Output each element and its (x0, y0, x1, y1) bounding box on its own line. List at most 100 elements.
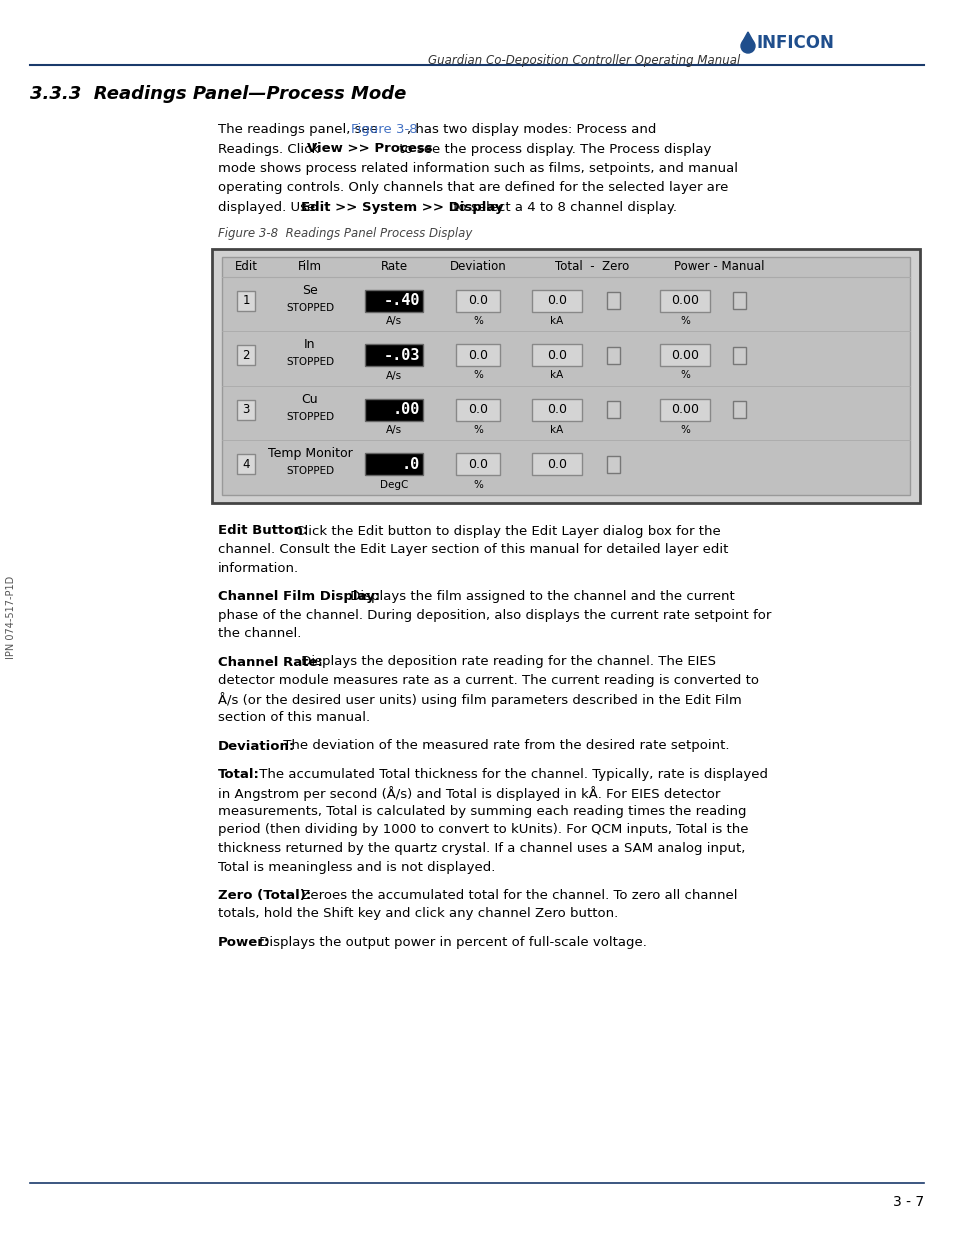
Bar (607, 347, 619, 364)
Text: Total  -  Zero: Total - Zero (555, 261, 629, 273)
Text: 0.00: 0.00 (670, 294, 699, 308)
Text: A/s: A/s (386, 425, 401, 435)
Text: -.03: -.03 (383, 348, 419, 363)
Text: A/s: A/s (386, 316, 401, 326)
Bar (532, 345, 581, 367)
Text: Total is meaningless and is not displayed.: Total is meaningless and is not displaye… (218, 861, 495, 873)
Text: phase of the channel. During deposition, also displays the current rate setpoint: phase of the channel. During deposition,… (218, 609, 771, 621)
Bar (456, 453, 499, 475)
Text: 0.0: 0.0 (468, 294, 488, 308)
Text: IPN 074-517-P1D: IPN 074-517-P1D (6, 576, 16, 658)
Text: 0.0: 0.0 (468, 348, 488, 362)
Polygon shape (742, 32, 752, 41)
Bar (222, 257, 909, 494)
Text: STOPPED: STOPPED (286, 411, 334, 421)
Text: 0.0: 0.0 (468, 458, 488, 471)
Text: The deviation of the measured rate from the desired rate setpoint.: The deviation of the measured rate from … (278, 740, 729, 752)
Text: Displays the output power in percent of full-scale voltage.: Displays the output power in percent of … (254, 936, 646, 948)
Text: %: % (473, 479, 482, 489)
Text: Channel Rate:: Channel Rate: (218, 656, 322, 668)
Text: STOPPED: STOPPED (286, 467, 334, 477)
Bar (659, 345, 709, 367)
Text: The readings panel, see: The readings panel, see (218, 124, 382, 136)
Text: Film: Film (297, 261, 322, 273)
Text: In: In (304, 338, 315, 351)
Bar (365, 399, 422, 421)
Text: , has two display modes: Process and: , has two display modes: Process and (406, 124, 656, 136)
Text: Edit: Edit (234, 261, 257, 273)
Text: in Angstrom per second (Å/s) and Total is displayed in kÅ. For EIES detector: in Angstrom per second (Å/s) and Total i… (218, 787, 720, 802)
Text: 3 - 7: 3 - 7 (892, 1195, 923, 1209)
Bar (365, 290, 422, 311)
Text: thickness returned by the quartz crystal. If a channel uses a SAM analog input,: thickness returned by the quartz crystal… (218, 842, 744, 855)
Text: INFICON: INFICON (757, 35, 834, 52)
Bar (236, 454, 254, 474)
Text: .00: .00 (393, 403, 419, 417)
Text: Zeroes the accumulated total for the channel. To zero all channel: Zeroes the accumulated total for the cha… (297, 889, 737, 902)
Text: Total:: Total: (218, 768, 259, 781)
Text: 1: 1 (242, 294, 250, 308)
Text: mode shows process related information such as films, setpoints, and manual: mode shows process related information s… (218, 162, 738, 175)
Bar (236, 346, 254, 366)
Text: section of this manual.: section of this manual. (218, 711, 370, 724)
Text: period (then dividing by 1000 to convert to kUnits). For QCM inputs, Total is th: period (then dividing by 1000 to convert… (218, 824, 748, 836)
Text: 2: 2 (242, 348, 250, 362)
Text: Guardian Co-Deposition Controller Operating Manual: Guardian Co-Deposition Controller Operat… (427, 54, 740, 67)
Text: STOPPED: STOPPED (286, 357, 334, 367)
Text: %: % (473, 370, 482, 380)
Circle shape (740, 40, 754, 53)
Bar (733, 347, 745, 364)
Text: information.: information. (218, 562, 299, 574)
Text: channel. Consult the Edit Layer section of this manual for detailed layer edit: channel. Consult the Edit Layer section … (218, 543, 727, 556)
Text: Click the Edit button to display the Edit Layer dialog box for the: Click the Edit button to display the Edi… (291, 525, 720, 537)
Text: View >> Process: View >> Process (307, 142, 432, 156)
Text: %: % (679, 316, 689, 326)
Text: Displays the deposition rate reading for the channel. The EIES: Displays the deposition rate reading for… (297, 656, 716, 668)
Text: Figure 3-8: Figure 3-8 (351, 124, 417, 136)
Bar (659, 290, 709, 311)
Text: 0.00: 0.00 (670, 348, 699, 362)
Bar (532, 399, 581, 421)
Text: STOPPED: STOPPED (286, 303, 334, 312)
Text: Rate: Rate (380, 261, 407, 273)
Bar (733, 401, 745, 419)
Text: 0.0: 0.0 (546, 294, 566, 308)
Bar (236, 290, 254, 311)
Bar (456, 290, 499, 311)
Text: kA: kA (550, 425, 563, 435)
Text: kA: kA (550, 316, 563, 326)
Bar (532, 453, 581, 475)
Text: %: % (473, 425, 482, 435)
Text: 3: 3 (242, 404, 250, 416)
Bar (659, 399, 709, 421)
Text: Se: Se (302, 284, 317, 296)
Text: 0.0: 0.0 (546, 348, 566, 362)
Bar (236, 400, 254, 420)
Text: detector module measures rate as a current. The current reading is converted to: detector module measures rate as a curre… (218, 674, 759, 687)
Text: kA: kA (550, 370, 563, 380)
Text: Figure 3-8  Readings Panel Process Display: Figure 3-8 Readings Panel Process Displa… (218, 226, 472, 240)
Text: %: % (679, 425, 689, 435)
Text: 0.0: 0.0 (546, 404, 566, 416)
Text: %: % (679, 370, 689, 380)
Text: %: % (473, 316, 482, 326)
Bar (607, 401, 619, 419)
Bar (456, 345, 499, 367)
Text: 0.0: 0.0 (468, 404, 488, 416)
Text: Power - Manual: Power - Manual (674, 261, 764, 273)
Text: Edit >> System >> Display: Edit >> System >> Display (301, 201, 503, 214)
Text: Power:: Power: (218, 936, 270, 948)
Text: 0.0: 0.0 (546, 458, 566, 471)
Text: to see the process display. The Process display: to see the process display. The Process … (395, 142, 711, 156)
Bar (456, 399, 499, 421)
Text: .0: .0 (401, 457, 419, 472)
Text: Å/s (or the desired user units) using film parameters described in the Edit Film: Å/s (or the desired user units) using fi… (218, 693, 741, 708)
Text: the channel.: the channel. (218, 627, 301, 640)
Text: 4: 4 (242, 458, 250, 471)
Bar (607, 456, 619, 473)
Bar (212, 248, 919, 503)
Text: 3.3.3  Readings Panel—Process Mode: 3.3.3 Readings Panel—Process Mode (30, 85, 406, 103)
Text: Readings. Click: Readings. Click (218, 142, 323, 156)
Text: to select a 4 to 8 channel display.: to select a 4 to 8 channel display. (448, 201, 676, 214)
Bar (733, 293, 745, 309)
